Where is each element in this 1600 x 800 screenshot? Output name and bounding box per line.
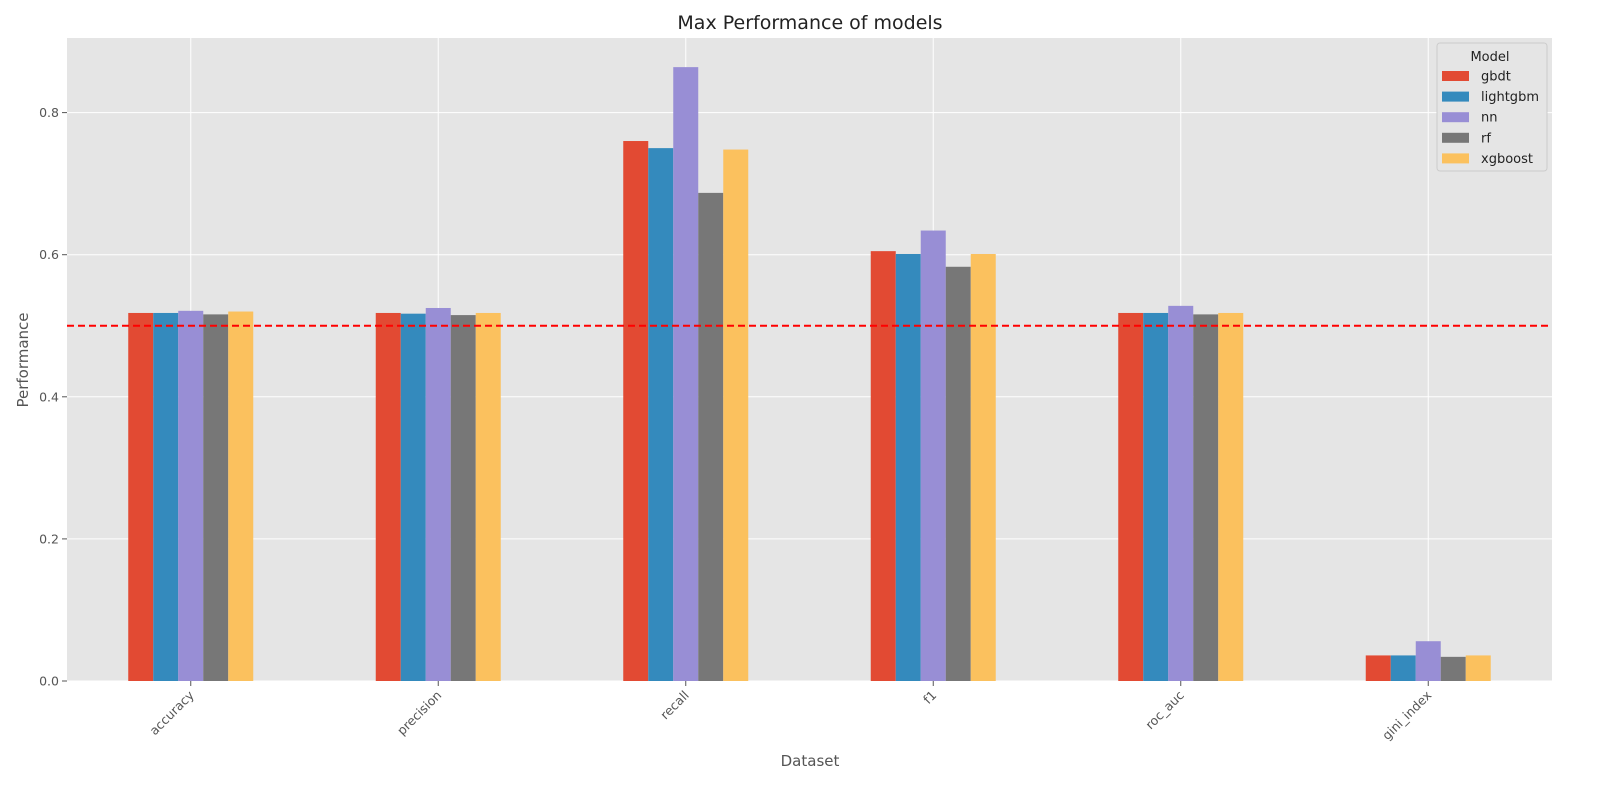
bar-gbdt-recall — [623, 141, 649, 681]
bar-xgboost-accuracy — [228, 311, 254, 681]
legend-items: gbdt lightgbm nn rf xgboost — [1442, 70, 1539, 167]
y-axis: 0.0 0.2 0.4 0.6 0.8 — [39, 105, 67, 689]
legend: Model gbdt lightgbm nn rf xgboost — [1436, 42, 1548, 172]
x-tick-label: f1 — [920, 688, 939, 707]
chart-title: Max Performance of models — [677, 12, 942, 34]
bar-xgboost-recall — [723, 149, 749, 681]
bar-gbdt-roc_auc — [1118, 312, 1144, 681]
bar-nn-roc_auc — [1168, 305, 1194, 681]
bar-nn-gini_index — [1415, 641, 1441, 681]
bar-lightgbm-roc_auc — [1143, 312, 1169, 681]
legend-swatch-lightgbm — [1442, 91, 1469, 102]
legend-label-xgboost: xgboost — [1481, 152, 1533, 167]
bar-lightgbm-accuracy — [153, 312, 179, 681]
legend-label-gbdt: gbdt — [1481, 70, 1511, 85]
x-axis-label: Dataset — [781, 752, 840, 770]
x-tick-label: gini_index — [1379, 688, 1434, 743]
bar-nn-accuracy — [178, 310, 204, 681]
bar-nn-recall — [673, 67, 699, 682]
bar-nn-f1 — [920, 230, 946, 682]
y-tick-label: 0.2 — [39, 531, 59, 546]
bar-gbdt-gini_index — [1365, 655, 1391, 681]
bar-gbdt-accuracy — [128, 312, 154, 681]
bar-rf-roc_auc — [1193, 314, 1219, 681]
x-tick-label: roc_auc — [1142, 687, 1187, 732]
y-tick-label: 0.4 — [39, 389, 59, 404]
legend-title: Model — [1470, 50, 1509, 65]
y-axis-label: Performance — [14, 312, 32, 407]
legend-swatch-nn — [1442, 112, 1469, 123]
bar-rf-precision — [450, 315, 476, 681]
bar-xgboost-f1 — [970, 253, 996, 682]
plot-area — [67, 38, 1552, 681]
legend-label-lightgbm: lightgbm — [1481, 90, 1539, 105]
legend-swatch-rf — [1442, 132, 1469, 143]
bar-nn-precision — [425, 307, 451, 681]
bar-lightgbm-f1 — [895, 253, 921, 682]
bar-xgboost-roc_auc — [1218, 312, 1244, 681]
y-tick-label: 0.6 — [39, 247, 59, 262]
x-tick-label: precision — [394, 688, 444, 738]
bar-lightgbm-gini_index — [1390, 655, 1416, 681]
bar-rf-gini_index — [1440, 656, 1466, 681]
legend-swatch-xgboost — [1442, 153, 1469, 164]
bar-rf-accuracy — [203, 314, 229, 681]
x-tick-label: recall — [657, 688, 692, 723]
bar-gbdt-f1 — [870, 251, 896, 681]
bar-lightgbm-precision — [400, 313, 426, 681]
bar-xgboost-precision — [475, 312, 501, 681]
x-tick-label: accuracy — [146, 687, 197, 738]
bar-lightgbm-recall — [648, 148, 674, 681]
legend-label-nn: nn — [1481, 111, 1497, 126]
y-tick-label: 0.0 — [39, 674, 59, 689]
bar-rf-f1 — [945, 266, 971, 681]
y-tick-label: 0.8 — [39, 105, 59, 120]
bar-rf-recall — [698, 192, 724, 681]
bar-xgboost-gini_index — [1465, 655, 1491, 681]
legend-label-rf: rf — [1481, 131, 1491, 146]
x-axis: accuracy precision recall f1 roc_auc gini_ind… — [146, 681, 1434, 743]
bar-gbdt-precision — [375, 312, 401, 681]
legend-swatch-gbdt — [1442, 71, 1469, 81]
